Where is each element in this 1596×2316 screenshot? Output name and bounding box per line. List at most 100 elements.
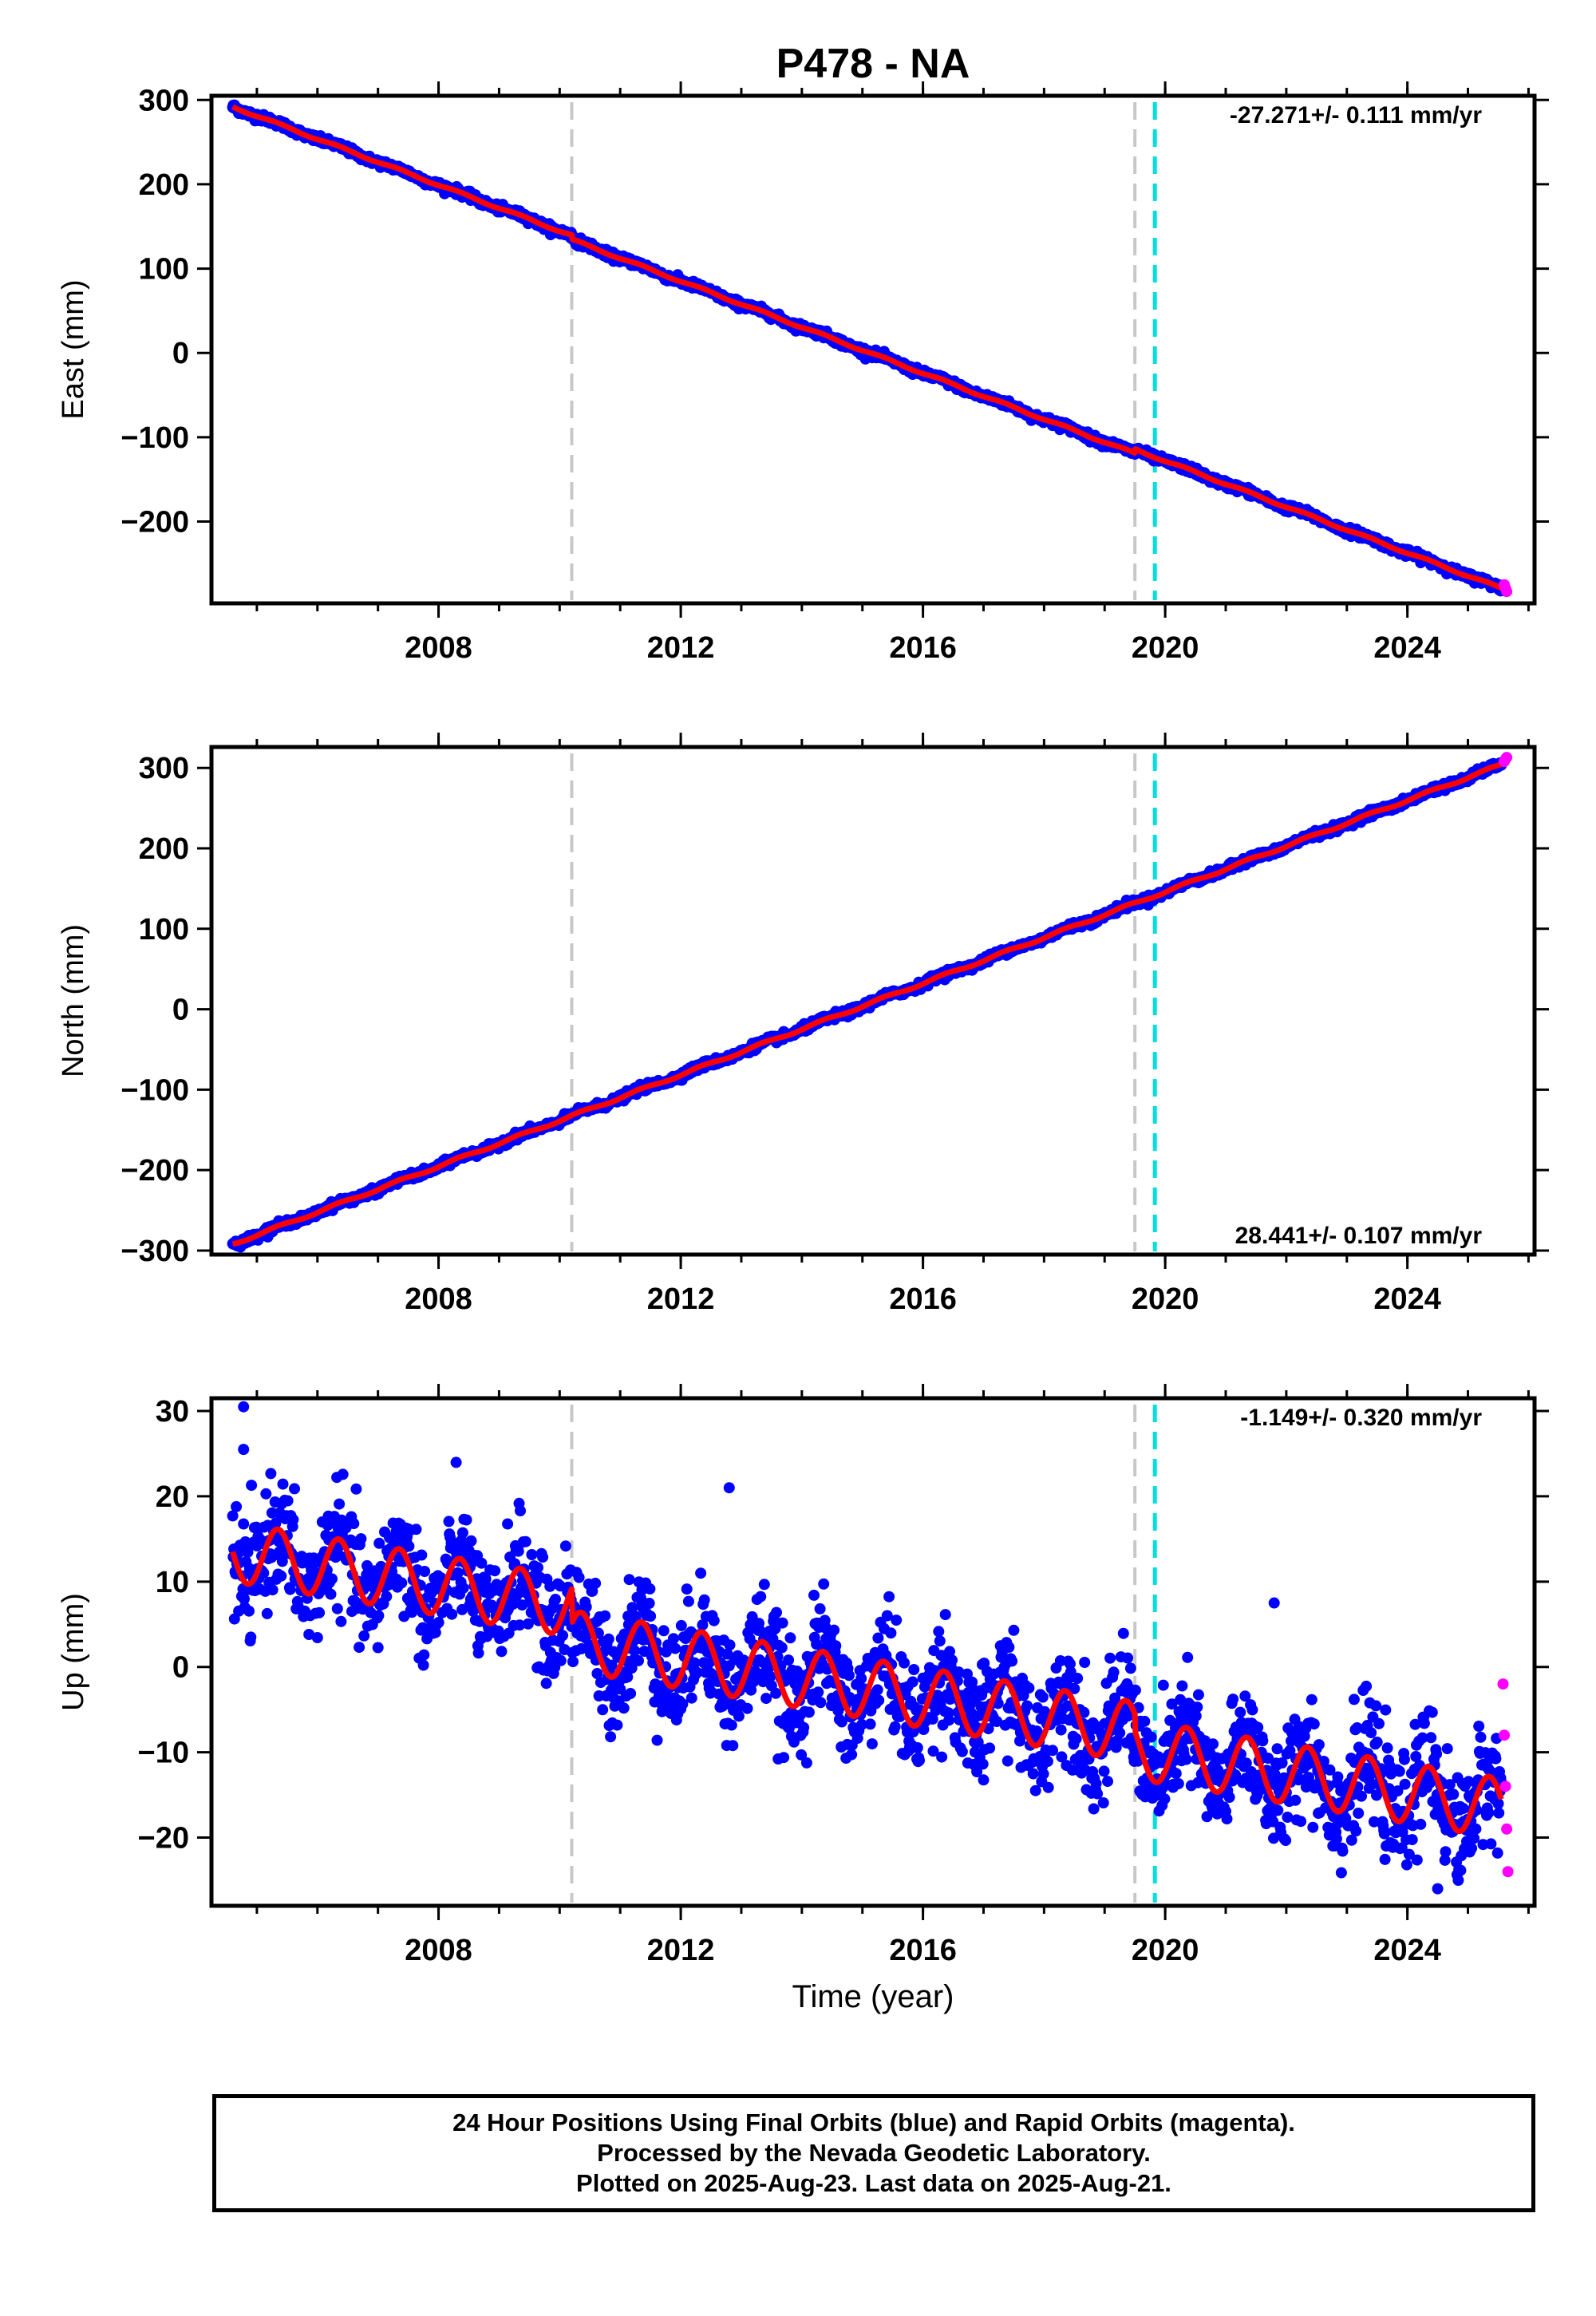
- up-final-point: [267, 1584, 279, 1596]
- up-final-point: [537, 1551, 549, 1563]
- up-final-point: [540, 1678, 552, 1690]
- up-final-point: [597, 1704, 609, 1716]
- panels-group: East (mm)2008 2012 2016 2020 2024−200−100010…: [57, 81, 1549, 1967]
- up-final-point: [326, 1573, 338, 1585]
- up-final-point: [331, 1603, 343, 1614]
- up-final-point: [443, 1516, 455, 1528]
- up-final-point: [599, 1610, 611, 1622]
- up-final-point: [515, 1505, 526, 1517]
- east-rate-label: -27.271+/- 0.111 mm/yr: [1230, 102, 1482, 128]
- north-x-tick-label: 2008: [405, 1282, 472, 1316]
- east-y-tick-label: 200: [139, 168, 189, 202]
- up-final-point: [245, 1631, 257, 1643]
- up-final-point: [372, 1642, 384, 1654]
- up-final-point: [410, 1524, 422, 1535]
- north-y-tick-label: 0: [172, 994, 189, 1027]
- up-final-point: [261, 1607, 273, 1619]
- up-final-point: [231, 1500, 243, 1512]
- north-rapid-point: [1501, 752, 1513, 764]
- north-y-tick-label: 100: [139, 913, 189, 947]
- up-final-point: [350, 1483, 362, 1495]
- up-final-point: [590, 1577, 602, 1589]
- up-final-point: [325, 1588, 337, 1600]
- up-final-point: [381, 1591, 393, 1603]
- north-x-tick-label: 2016: [889, 1282, 957, 1316]
- north-panel: North (mm) 2008 2012 2016 2020 2024 −300 −200 −1…: [57, 733, 1549, 1316]
- east-x-tick-label: 2008: [405, 631, 472, 665]
- up-final-point: [460, 1514, 472, 1526]
- up-final-point: [567, 1656, 579, 1668]
- up-final-point: [450, 1456, 462, 1468]
- up-final-point: [282, 1495, 294, 1507]
- up-final-point: [419, 1566, 431, 1577]
- up-final-point: [433, 1617, 444, 1628]
- up-y-axis-title: Up (mm): [57, 1593, 90, 1711]
- up-final-point: [416, 1549, 428, 1561]
- up-final-point: [334, 1498, 346, 1510]
- up-final-point: [337, 1468, 349, 1480]
- up-final-point: [238, 1518, 250, 1530]
- north-x-tick-label: 2024: [1373, 1282, 1441, 1316]
- east-y-tick-label: 300: [139, 84, 189, 117]
- north-x-tick-label: 2020: [1132, 1282, 1199, 1316]
- up-final-point: [373, 1610, 385, 1622]
- x-axis-title: Time (year): [792, 1979, 954, 2014]
- east-x-tick-label: 2024: [1373, 631, 1441, 665]
- east-y-tick-label: 0: [172, 337, 189, 370]
- up-final-point: [472, 1647, 484, 1659]
- up-final-point: [555, 1654, 567, 1666]
- up-final-point: [354, 1642, 365, 1654]
- up-final-point: [519, 1535, 531, 1547]
- up-final-point: [243, 1605, 255, 1617]
- north-y-tick-label: −300: [120, 1235, 189, 1268]
- up-final-point: [396, 1577, 408, 1589]
- up-final-point: [275, 1570, 287, 1582]
- up-final-point: [314, 1607, 326, 1618]
- north-x-tick-label: 2012: [647, 1282, 715, 1316]
- up-final-point: [265, 1468, 277, 1480]
- up-final-point: [559, 1540, 571, 1552]
- up-final-point: [289, 1483, 300, 1495]
- up-final-point: [284, 1583, 296, 1595]
- east-x-tick-label: 2016: [889, 631, 957, 665]
- up-final-point: [287, 1514, 299, 1526]
- up-final-point: [550, 1594, 561, 1605]
- north-y-tick-label: 200: [139, 832, 189, 866]
- east-x-tick-label: 2020: [1132, 631, 1199, 665]
- east-final-orbit-points: [227, 99, 1507, 597]
- up-final-point: [260, 1488, 272, 1500]
- east-x-tick-label: 2012: [647, 631, 715, 665]
- east-y-tick-label: 100: [139, 253, 189, 287]
- east-y-tick-label: −100: [120, 421, 189, 455]
- east-rapid-point: [1501, 586, 1513, 598]
- up-final-orbit-points: [227, 1401, 1507, 1895]
- east-y-tick-label: −200: [120, 506, 189, 539]
- up-final-point: [348, 1518, 360, 1530]
- up-final-point: [355, 1533, 367, 1545]
- up-final-point: [573, 1571, 585, 1583]
- up-final-point: [489, 1565, 501, 1577]
- east-panel: East (mm)2008 2012 2016 2020 2024−200−100010…: [57, 81, 1549, 665]
- up-final-point: [496, 1646, 508, 1658]
- up-final-point: [417, 1659, 429, 1671]
- north-y-tick-label: −100: [120, 1073, 189, 1107]
- up-final-point: [532, 1562, 543, 1574]
- up-final-point: [557, 1630, 569, 1642]
- north-model-curve: [230, 761, 1503, 1247]
- up-final-point: [246, 1480, 258, 1492]
- north-y-tick-label: −200: [120, 1154, 189, 1188]
- north-rate-label: 28.441+/- 0.107 mm/yr: [1235, 1223, 1483, 1249]
- up-final-point: [335, 1615, 347, 1627]
- up-final-point: [456, 1527, 468, 1539]
- up-final-point: [358, 1630, 370, 1642]
- north-y-axis-title: North (mm): [57, 924, 90, 1077]
- up-final-point: [418, 1649, 430, 1661]
- north-y-tick-label: 300: [139, 752, 189, 785]
- up-final-point: [311, 1632, 323, 1643]
- up-final-point: [277, 1478, 289, 1490]
- up-final-point: [502, 1518, 514, 1530]
- up-final-point: [526, 1549, 538, 1560]
- figure-title: P478 - NA: [776, 41, 970, 87]
- up-final-point: [465, 1535, 477, 1547]
